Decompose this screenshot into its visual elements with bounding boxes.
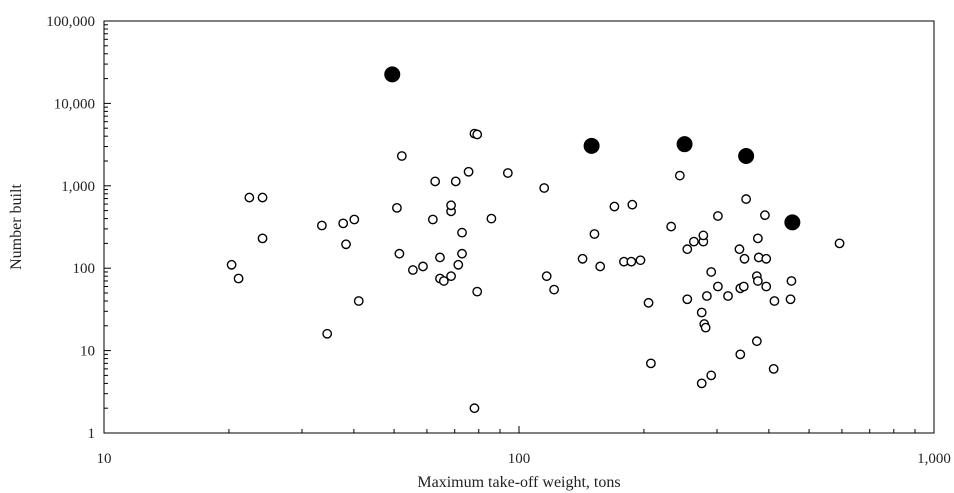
open-data-point [713, 281, 723, 292]
open-data-point [752, 233, 763, 244]
open-data-point [682, 244, 693, 255]
open-data-point [735, 349, 746, 360]
y-tick-label: 10 [80, 344, 95, 360]
open-data-point [244, 192, 255, 203]
open-data-point [761, 253, 772, 264]
open-data-point [446, 271, 456, 282]
open-data-point [457, 248, 467, 259]
open-data-point [322, 328, 333, 339]
x-tick-label: 100 [508, 451, 531, 467]
open-data-point [768, 363, 779, 374]
open-data-point [595, 261, 606, 272]
open-data-point [738, 281, 749, 292]
open-data-point [700, 322, 711, 333]
filled-data-point [583, 137, 600, 154]
filled-data-point [384, 66, 401, 83]
open-data-point [834, 238, 845, 249]
filled-data-point [784, 214, 801, 231]
open-data-point [438, 276, 449, 286]
open-data-point [226, 259, 237, 270]
open-data-point [341, 239, 351, 250]
open-data-point [407, 265, 418, 275]
open-data-point [785, 294, 796, 305]
open-data-point [435, 252, 445, 263]
open-data-point [353, 296, 364, 306]
open-data-point [472, 129, 483, 140]
open-data-point [257, 233, 268, 244]
open-data-point [696, 378, 707, 389]
open-data-point [682, 294, 693, 305]
open-data-point [723, 291, 733, 301]
open-data-point [696, 307, 707, 318]
open-data-point [233, 273, 244, 284]
open-data-point [463, 166, 474, 177]
open-data-point [688, 236, 699, 247]
open-data-point [739, 253, 750, 264]
open-data-point [394, 248, 405, 259]
open-data-point [666, 221, 677, 232]
open-data-point [457, 227, 467, 238]
open-data-point [549, 284, 559, 295]
open-data-point [643, 297, 654, 308]
open-data-point [469, 403, 480, 414]
open-data-point [701, 291, 712, 301]
open-data-point [539, 183, 550, 193]
open-data-point [349, 214, 360, 225]
open-data-point [396, 151, 407, 161]
filled-data-point [738, 147, 755, 164]
open-data-point [418, 261, 428, 272]
filled-data-point [676, 136, 693, 153]
axis-ticks [103, 20, 935, 434]
open-data-point [713, 211, 723, 221]
open-data-point [453, 259, 464, 270]
open-data-point [609, 201, 620, 212]
open-data-point [741, 194, 752, 204]
open-data-point [627, 199, 638, 210]
open-data-point [706, 267, 717, 277]
y-tick-label: 10,000 [54, 96, 95, 112]
y-tick-label: 100,000 [46, 14, 95, 30]
open-data-point [589, 229, 600, 239]
open-data-point [752, 276, 763, 286]
open-data-point [760, 210, 770, 221]
open-data-point [486, 213, 497, 224]
open-data-point [706, 370, 717, 381]
open-data-point [541, 271, 552, 282]
y-tick-label: 1 [88, 426, 96, 442]
open-data-point [734, 244, 745, 255]
open-data-point [392, 202, 402, 213]
x-tick-label: 10 [97, 451, 112, 467]
open-data-point [786, 276, 797, 286]
open-data-point [761, 281, 772, 292]
open-data-point [472, 286, 483, 297]
plot-area-frame [103, 20, 935, 434]
open-data-point [450, 176, 461, 187]
open-data-point [577, 253, 588, 264]
open-data-point [769, 296, 780, 306]
open-data-point [674, 170, 685, 181]
x-axis-title: Maximum take-off weight, tons [417, 474, 620, 491]
open-data-point [502, 168, 513, 178]
y-tick-label: 1,000 [61, 179, 95, 195]
open-data-point [626, 256, 637, 267]
open-data-point [751, 336, 762, 347]
open-data-point [698, 230, 709, 241]
x-tick-labels: 10 100 1,000 [97, 451, 951, 467]
open-data-point [446, 200, 456, 211]
x-tick-label: 1,000 [917, 451, 951, 467]
open-data-point [316, 220, 327, 231]
open-data-point [257, 192, 268, 203]
data-points [226, 66, 845, 414]
y-tick-label: 100 [73, 261, 96, 277]
y-axis-title: Number built [8, 184, 25, 270]
open-data-point [430, 176, 441, 187]
open-data-point [427, 214, 438, 225]
y-tick-labels: 1 10 100 1,000 10,000 100,000 [46, 14, 95, 442]
open-data-point [338, 218, 349, 229]
open-data-point [646, 358, 656, 369]
open-data-point [635, 255, 646, 266]
